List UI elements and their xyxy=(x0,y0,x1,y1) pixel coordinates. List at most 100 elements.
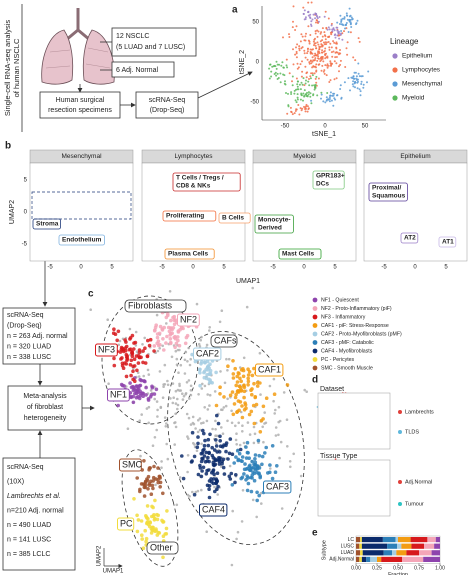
cell-point xyxy=(321,57,324,60)
cell-point xyxy=(354,81,357,84)
cell-point xyxy=(307,14,310,17)
cell-point xyxy=(334,56,337,59)
cell-point xyxy=(310,62,313,65)
cell-point xyxy=(218,434,222,439)
y-tick-label: 0 xyxy=(24,210,28,216)
cell-point xyxy=(194,490,198,494)
cell-point xyxy=(228,477,233,481)
cell-point xyxy=(176,403,180,407)
cell-point xyxy=(271,65,274,68)
cell-point xyxy=(298,45,301,48)
cell-point xyxy=(310,72,313,75)
cell-point xyxy=(221,465,226,470)
cell-point xyxy=(302,6,305,9)
cell-point xyxy=(151,525,155,530)
cell-point xyxy=(183,358,187,362)
group-label-box xyxy=(124,299,187,313)
cell-point xyxy=(243,462,247,466)
cell-point xyxy=(270,70,273,73)
cell-point xyxy=(316,53,319,56)
cluster-label-box xyxy=(218,212,251,224)
cell-point xyxy=(350,26,353,28)
box-text: n = 141 LUSC xyxy=(7,536,51,543)
cell-point xyxy=(204,472,209,476)
x-tick-label: -5 xyxy=(381,265,387,271)
cell-point xyxy=(313,42,316,45)
cell-point xyxy=(311,66,314,69)
cell-point xyxy=(305,105,308,108)
cell-point xyxy=(250,459,254,464)
tenx-box xyxy=(2,457,76,571)
cell-point xyxy=(198,383,202,388)
cell-point xyxy=(318,16,321,18)
cell-point xyxy=(320,57,322,60)
facet-title: Lymphocytes xyxy=(174,153,213,160)
cell-point xyxy=(295,46,297,49)
cell-point xyxy=(359,90,362,93)
cell-point xyxy=(158,485,162,489)
cell-point xyxy=(184,335,189,340)
cell-point xyxy=(198,367,202,372)
cell-point xyxy=(131,377,135,382)
cell-point xyxy=(145,521,149,525)
cell-point xyxy=(305,79,307,82)
cell-point xyxy=(253,395,258,399)
bar-segment xyxy=(356,550,361,556)
cell-point xyxy=(309,51,312,54)
cell-point xyxy=(211,427,214,431)
bar-segment xyxy=(361,556,367,562)
cell-point xyxy=(296,83,299,86)
cluster-label: Endothelium xyxy=(62,237,102,244)
cell-point xyxy=(172,396,175,400)
cell-point xyxy=(196,430,200,434)
cell-point xyxy=(214,434,217,438)
cluster-label: Plasma Cells xyxy=(168,251,208,258)
cell-point xyxy=(227,357,231,361)
cell-point xyxy=(155,313,159,317)
cell-point xyxy=(235,443,238,446)
cell-point xyxy=(236,458,240,463)
cell-point xyxy=(273,470,278,475)
cell-point xyxy=(285,383,290,387)
cell-point xyxy=(238,400,243,404)
cell-point xyxy=(285,92,287,94)
cell-point xyxy=(165,509,169,513)
box-text: n = 385 LCLC xyxy=(7,551,50,558)
cell-point xyxy=(119,345,124,350)
cell-point xyxy=(143,346,147,351)
cell-point xyxy=(354,59,357,62)
cell-point xyxy=(320,69,323,72)
mini-panel xyxy=(317,392,391,450)
cell-point xyxy=(299,63,302,66)
legend-swatch xyxy=(312,348,318,354)
cell-point xyxy=(130,333,135,338)
cell-point xyxy=(231,509,234,513)
arrow xyxy=(197,71,253,99)
cluster-label: Proliferating xyxy=(166,213,204,220)
cell-point xyxy=(301,70,304,73)
cell-point xyxy=(307,93,310,96)
y-title: UMAP2 xyxy=(97,545,103,566)
cell-point xyxy=(322,70,325,73)
cell-point xyxy=(357,72,360,75)
cell-point xyxy=(255,384,260,388)
cell-point xyxy=(303,39,306,42)
cluster-label: Mast Cells xyxy=(282,251,315,258)
cell-point xyxy=(321,35,324,38)
cell-point xyxy=(349,21,352,24)
cell-point xyxy=(151,479,155,483)
cell-point xyxy=(249,409,254,414)
x-tick-label: 0 xyxy=(79,265,83,271)
cell-point xyxy=(112,363,117,368)
cell-point xyxy=(286,445,289,448)
cell-point xyxy=(305,32,307,35)
cell-point xyxy=(332,50,335,53)
cell-point xyxy=(268,67,271,70)
cell-point xyxy=(132,357,137,362)
x-tick-label: 5 xyxy=(333,265,337,271)
cell-point xyxy=(321,64,324,67)
cell-point xyxy=(154,323,158,328)
cell-point xyxy=(128,347,133,352)
cell-point xyxy=(320,45,322,48)
cell-point xyxy=(205,530,208,533)
